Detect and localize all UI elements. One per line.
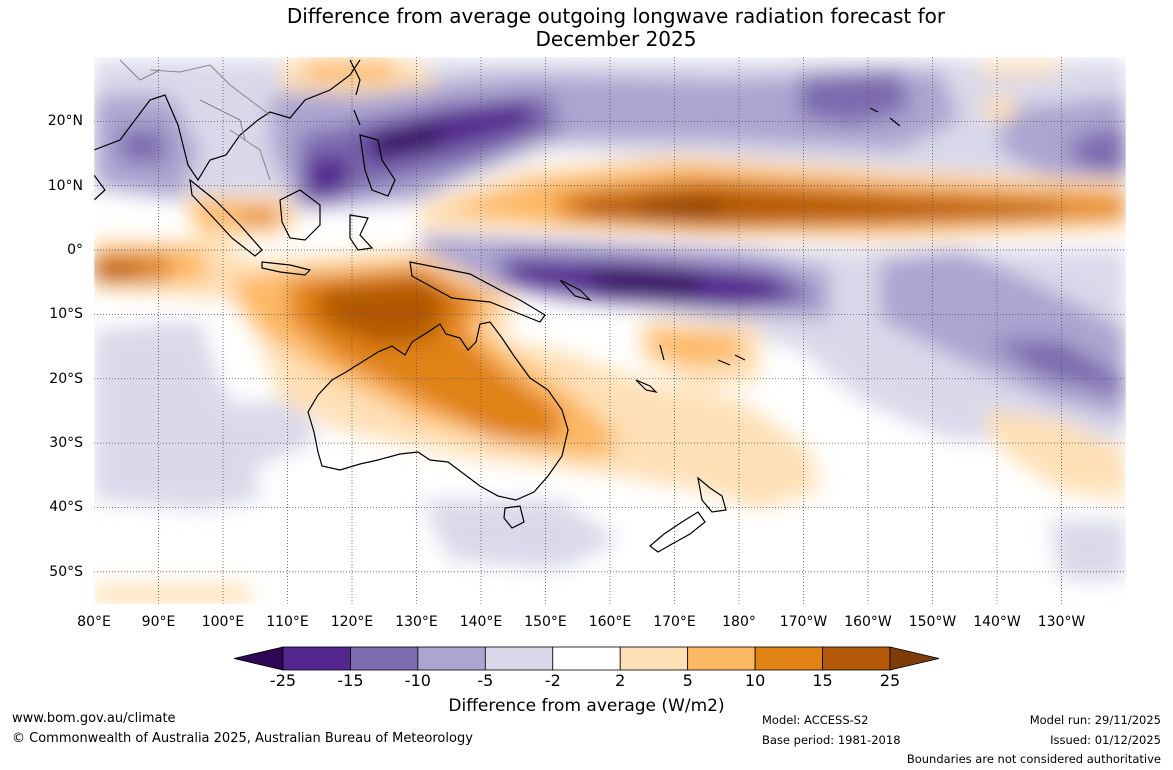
anomaly-region-darkest-purple: [375, 125, 440, 155]
longitude-tick-label: 110°E: [266, 614, 309, 630]
anomaly-region-medium-orange: [650, 330, 740, 365]
longitude-tick-label: 180°: [722, 614, 756, 630]
longitude-tick-label: 130°E: [395, 614, 438, 630]
colorbar-tick-label: -15: [337, 671, 364, 690]
chart-title-line-1: Difference from average outgoing longwav…: [286, 4, 946, 28]
longitude-tick-label: 100°E: [201, 614, 245, 630]
country-borders: [119, 59, 271, 181]
longitude-tick-label: 170°W: [779, 614, 828, 630]
colorbar-arrow-high: [889, 646, 940, 671]
longitude-tick-label: 130°W: [1037, 614, 1086, 630]
coastline-hawaii: [869, 107, 901, 127]
website-link[interactable]: www.bom.gov.au/climate: [12, 711, 176, 726]
colorbar-arrow-low: [233, 646, 284, 671]
anomaly-region-deep-purple: [1070, 125, 1126, 175]
longitude-tick-label: 90°E: [141, 614, 176, 630]
anomaly-region-light-orange: [985, 95, 1015, 120]
coastline-taiwan-japan: [349, 59, 361, 126]
anomaly-region-medium-orange: [300, 60, 400, 80]
colorbar: [233, 646, 940, 671]
colorbar-tick-label: 25: [879, 671, 901, 690]
coastline-new-zealand-north: [697, 476, 727, 513]
coastline-borneo: [279, 189, 321, 241]
colorbar-tick-label: -5: [477, 671, 494, 690]
longitude-tick-label: 160°W: [844, 614, 892, 630]
anomaly-region-brown: [640, 200, 720, 214]
latitude-tick-label: 40°S: [49, 499, 83, 516]
longitude-tick-label: 170°E: [653, 614, 696, 630]
latitude-tick-label: 30°S: [49, 435, 83, 452]
colorbar-tick-label: 2: [615, 671, 626, 690]
coastline-java: [261, 261, 312, 276]
anomaly-region-deep-purple: [990, 340, 1126, 395]
latitude-tick-label: 20°S: [49, 370, 83, 387]
coastline-new-caledonia: [635, 379, 658, 393]
base-period: Base period: 1981-2018: [762, 733, 901, 747]
coastline-new-guinea: [409, 261, 546, 323]
model-run-date: Model run: 29/11/2025: [1029, 713, 1161, 727]
colorbar-swatch: [822, 646, 891, 671]
coastline-solomon-islands: [559, 279, 593, 302]
coastline-vanuatu-fiji: [659, 344, 746, 366]
coastline-new-zealand-south: [649, 511, 706, 553]
coastline-australia: [307, 321, 569, 501]
coastline-philippines: [359, 134, 396, 197]
coastline-sulawesi: [349, 214, 374, 251]
anomaly-region-dark-orange: [240, 210, 280, 225]
colorbar-swatch: [754, 646, 823, 671]
longitude-tick-label: 150°W: [908, 614, 957, 630]
anomaly-region-light-purple: [420, 500, 620, 570]
anomaly-region-darkest-purple: [590, 270, 700, 296]
boundary-disclaimer: Boundaries are not considered authoritat…: [906, 752, 1161, 766]
latitude-tick-label: 0°: [67, 242, 83, 259]
anomaly-region-light-purple: [150, 400, 320, 470]
anomaly-region-deep-purple: [800, 70, 910, 125]
colorbar-tick-label: 15: [812, 671, 833, 690]
colorbar-tick-label: -10: [404, 671, 431, 690]
longitude-tick-label: 150°E: [524, 614, 567, 630]
anomaly-field: [94, 57, 1126, 604]
colorbar-swatch: [282, 646, 351, 671]
coastlines: [94, 59, 901, 553]
colorbar-label: Difference from average (W/m2): [448, 696, 725, 716]
coastline-asia-mainland: [94, 59, 361, 182]
coastline-sumatra: [189, 178, 263, 257]
model-name: Model: ACCESS-S2: [762, 713, 869, 727]
colorbar-tick-label: -2: [544, 671, 561, 690]
colorbar-swatch: [619, 646, 689, 671]
issued-date: Issued: 01/12/2025: [1050, 733, 1161, 747]
anomaly-region-brown: [320, 278, 450, 345]
coastline-india-tip: [94, 174, 106, 201]
longitude-tick-label: 140°W: [973, 614, 1021, 630]
anomaly-region-light-orange: [94, 585, 250, 604]
colorbar-tick-label: -25: [269, 671, 297, 690]
anomaly-region-brown: [580, 188, 1060, 224]
latitude-tick-label: 10°S: [49, 306, 83, 323]
longitude-tick-label: 140°E: [459, 614, 503, 630]
latitude-tick-label: 10°N: [47, 177, 83, 194]
anomaly-region-darkest-purple: [305, 155, 350, 200]
colorbar-swatch: [417, 646, 486, 671]
colorbar-tick-label: 5: [682, 671, 693, 690]
gridlines: [94, 57, 1126, 604]
longitude-tick-label: 80°E: [77, 614, 111, 630]
coastline-tasmania: [503, 505, 525, 529]
longitude-tick-label: 160°E: [588, 614, 632, 630]
colorbar-swatch: [484, 646, 554, 671]
colorbar-swatch: [552, 646, 621, 671]
anomaly-region-deep-purple: [120, 130, 165, 165]
colorbar-tick-label: 10: [744, 671, 766, 690]
chart-title-line-2: December 2025: [535, 27, 697, 51]
anomaly-region-light-purple: [1050, 520, 1126, 580]
copyright-notice: © Commonwealth of Australia 2025, Austra…: [12, 731, 473, 746]
latitude-tick-label: 50°S: [49, 563, 83, 580]
latitude-tick-label: 20°N: [47, 113, 83, 130]
anomaly-region-brown: [94, 262, 140, 278]
anomaly-region-light-orange: [980, 60, 1060, 75]
anomaly-region-light-orange: [980, 410, 1126, 500]
colorbar-swatch: [350, 646, 419, 671]
colorbar-swatch: [687, 646, 756, 671]
longitude-tick-label: 120°E: [330, 614, 374, 630]
